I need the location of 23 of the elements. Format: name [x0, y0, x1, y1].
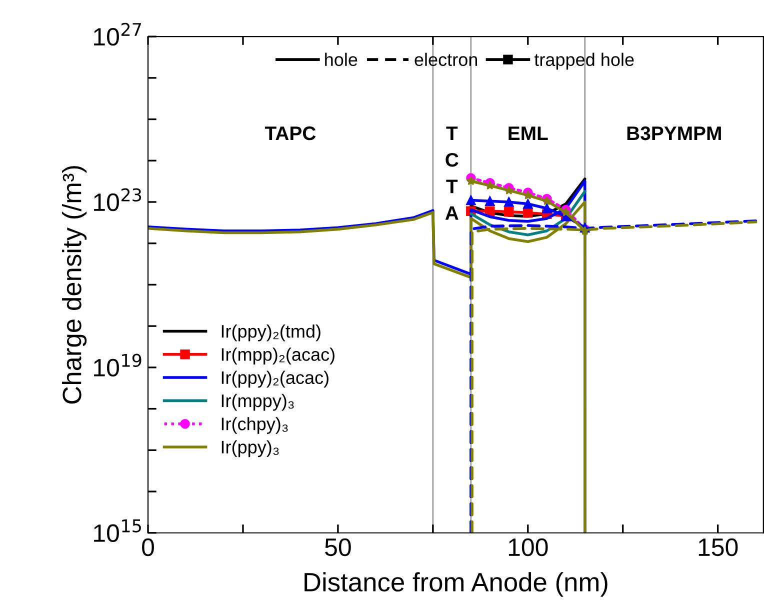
x-axis-title: Distance from Anode (nm)	[304, 572, 608, 597]
legend-label: electron	[414, 52, 478, 66]
x-tick-label: 50	[325, 538, 351, 556]
annotation: TAPC	[264, 126, 316, 140]
legend-label: Ir(mpp)₂(acac)	[222, 348, 334, 364]
legend-label: hole	[325, 52, 358, 66]
legend-label: Ir(ppy)₃	[222, 440, 279, 458]
annotation: EML	[508, 126, 548, 140]
legend-label: Ir(ppy)₂(acac)	[222, 370, 328, 388]
legend-label: Ir(chpy)₃	[222, 417, 288, 434]
legend-label: trapped hole	[534, 52, 634, 70]
legend-label: Ir(mppy)₃	[222, 394, 294, 411]
y-tick-label: 10$^{19}$	[94, 354, 142, 377]
legend-label: Ir(ppy)₂(tmd)	[222, 324, 320, 342]
y-axis-title: Charge density (/m³)	[62, 166, 87, 404]
y-tick-label: 10$^{27}$	[94, 22, 141, 46]
annotation: B3PYMPM	[627, 126, 721, 140]
y-tick-label: 10$^{15}$	[94, 519, 141, 542]
y-tick-label: 10$^{23}$	[94, 188, 142, 212]
x-tick-label: 150	[698, 538, 738, 556]
x-tick-label: 0	[142, 538, 154, 556]
annotation: T C T A	[445, 126, 458, 220]
x-tick-label: 100	[508, 538, 548, 556]
